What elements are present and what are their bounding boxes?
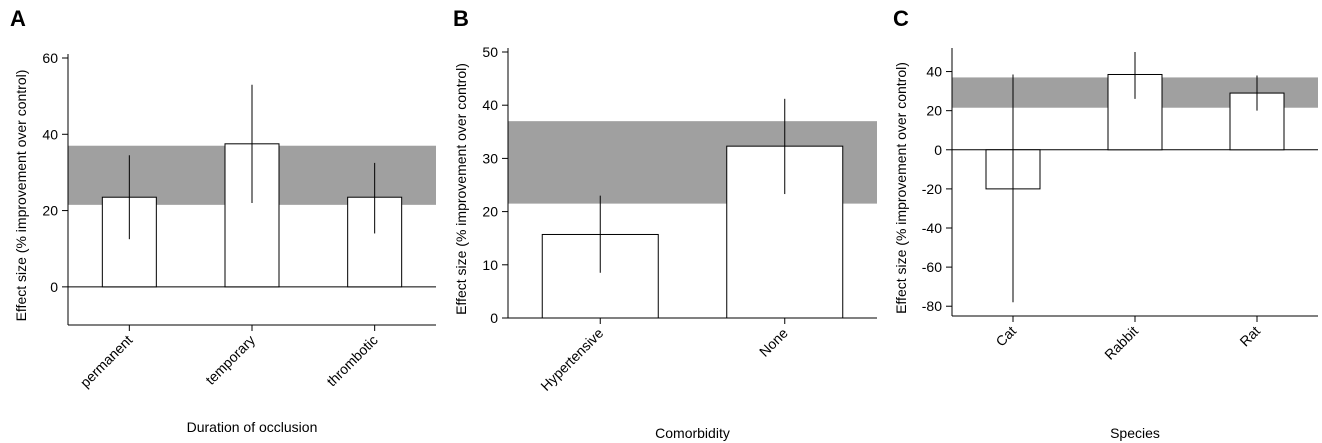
- panel-letter: A: [10, 6, 26, 31]
- y-tick-label: -40: [922, 220, 942, 236]
- y-tick-label: 40: [926, 64, 942, 80]
- y-tick-label: 60: [42, 50, 58, 66]
- category-label: Rabbit: [1101, 323, 1141, 363]
- category-label: Hypertensive: [537, 325, 606, 394]
- y-tick-label: 50: [482, 44, 498, 60]
- y-axis-title: Effect size (% improvement over control): [893, 62, 909, 314]
- x-axis-title: Species: [1110, 425, 1160, 441]
- panel-c: C -80 -60 -40 -20 0 20 40 Cat Rabbit Rat Species Eff…: [893, 6, 1318, 441]
- category-label: Rat: [1236, 323, 1263, 350]
- y-tick-label: 10: [482, 257, 498, 273]
- panel-letter: C: [893, 6, 909, 31]
- y-tick-label: 30: [482, 150, 498, 166]
- y-tick-label: 20: [482, 204, 498, 220]
- y-tick-label: -80: [922, 298, 942, 314]
- y-tick-label: 40: [42, 126, 58, 142]
- x-axis-title: Duration of occlusion: [187, 419, 318, 435]
- category-label: temporary: [202, 332, 258, 388]
- y-tick-label: 20: [926, 103, 942, 119]
- y-tick-label: 0: [490, 310, 498, 326]
- panel-a: A 0 20 40 60 permanent temporary thrombotic Dura…: [10, 6, 436, 435]
- x-axis-title: Comorbidity: [655, 425, 730, 441]
- y-tick-label: 40: [482, 97, 498, 113]
- y-axis-title: Effect size (% improvement over control): [453, 63, 469, 315]
- y-tick-label: -20: [922, 181, 942, 197]
- panel-b: B 0 10 20 30 40 50 Hypertensive None Comorbidity E…: [453, 6, 877, 441]
- panel-letter: B: [453, 6, 469, 31]
- category-label: permanent: [77, 332, 136, 391]
- category-label: thrombotic: [323, 332, 381, 390]
- y-tick-label: 20: [42, 203, 58, 219]
- y-tick-label: 0: [934, 142, 942, 158]
- category-label: Cat: [992, 323, 1019, 350]
- bar-hypertensive: [541, 233, 659, 319]
- y-tick-label: -60: [922, 259, 942, 275]
- y-tick-label: 0: [50, 279, 58, 295]
- y-axis-title: Effect size (% improvement over control): [13, 70, 29, 322]
- category-label: None: [756, 325, 791, 360]
